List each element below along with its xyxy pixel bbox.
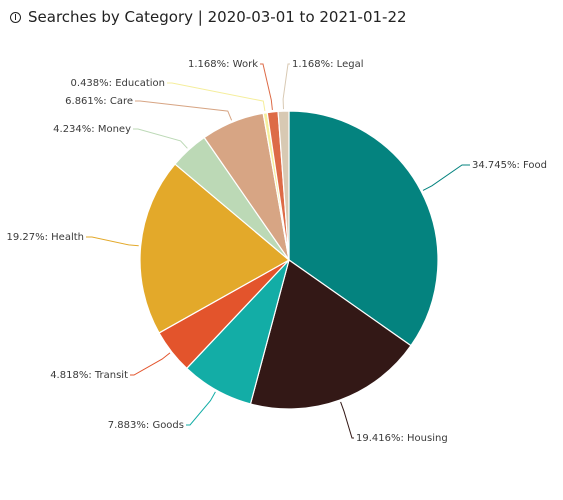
slice-label-housing: 19.416%: Housing — [356, 433, 448, 444]
slice-label-goods: 7.883%: Goods — [108, 420, 184, 431]
slice-label-money: 4.234%: Money — [53, 124, 131, 135]
slice-label-care: 6.861%: Care — [65, 96, 133, 107]
slice-label-education: 0.438%: Education — [71, 78, 165, 89]
pie-slice-legal[interactable] — [277, 110, 290, 261]
leader-line-goods — [186, 391, 216, 426]
slice-label-health: 19.27%: Health — [6, 232, 84, 243]
slice-labels: 34.745%: Food 19.416%: Housing 7.883%: Goo… — [6, 59, 547, 444]
leader-line-transit — [130, 352, 171, 376]
leader-line-work — [260, 63, 273, 110]
slice-label-work: 1.168%: Work — [188, 59, 258, 70]
leader-line-legal — [282, 63, 290, 110]
chart-title-text: Searches by Category | 2020-03-01 to 202… — [28, 8, 407, 26]
leader-line-health — [86, 236, 139, 247]
pie-slice-housing[interactable] — [249, 259, 412, 410]
slice-label-legal: 1.168%: Legal — [292, 59, 363, 70]
pie-slice-food[interactable] — [288, 110, 439, 347]
pie-slices — [139, 110, 439, 410]
leader-line-housing — [340, 401, 354, 439]
leader-line-education — [167, 82, 266, 111]
info-icon[interactable] — [10, 11, 21, 23]
leader-line-money — [133, 128, 188, 149]
chart-title: Searches by Category | 2020-03-01 to 202… — [10, 8, 407, 26]
slice-label-food: 34.745%: Food — [472, 160, 547, 171]
leader-line-food — [422, 164, 470, 191]
pie-slice-health[interactable] — [139, 163, 291, 334]
leader-line-care — [135, 100, 233, 121]
slice-label-transit: 4.818%: Transit — [50, 370, 128, 381]
